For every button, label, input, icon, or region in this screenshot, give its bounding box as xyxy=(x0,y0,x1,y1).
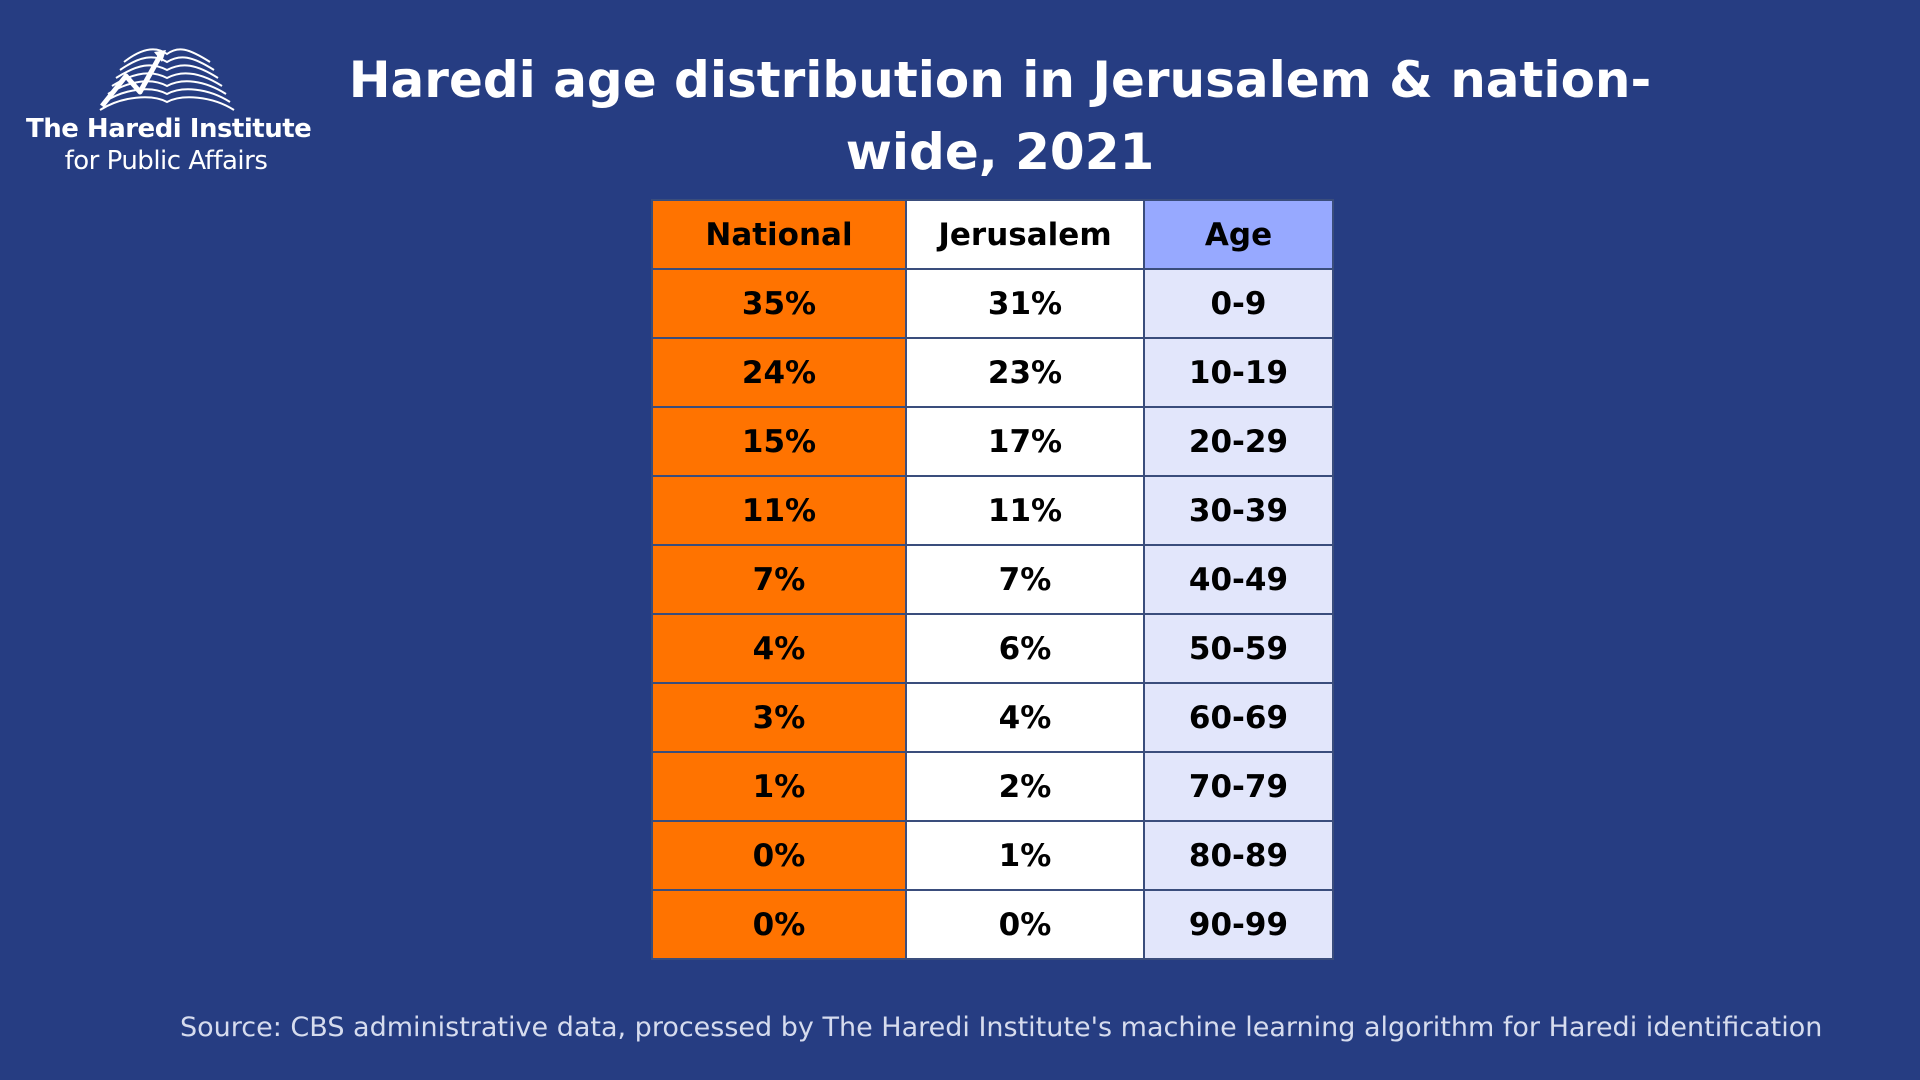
source-note: Source: CBS administrative data, process… xyxy=(180,1012,1823,1043)
institute-logo: The Haredi Institute for Public Affairs xyxy=(22,36,312,186)
national-value-cell: 4% xyxy=(651,613,907,684)
jerusalem-value-cell: 11% xyxy=(905,475,1145,546)
table-row: 3% 4% 60-69 xyxy=(651,682,1334,753)
national-value-cell: 1% xyxy=(651,751,907,822)
jerusalem-value-cell: 2% xyxy=(905,751,1145,822)
age-group-cell: 50-59 xyxy=(1143,613,1334,684)
table-row: 0% 1% 80-89 xyxy=(651,820,1334,891)
table-row: 15% 17% 20-29 xyxy=(651,406,1334,477)
national-value-cell: 0% xyxy=(651,820,907,891)
jerusalem-value-cell: 31% xyxy=(905,268,1145,339)
age-group-cell: 10-19 xyxy=(1143,337,1334,408)
age-group-cell: 90-99 xyxy=(1143,889,1334,960)
table-header-row: National Jerusalem Age xyxy=(651,199,1334,270)
jerusalem-value-cell: 1% xyxy=(905,820,1145,891)
national-value-cell: 0% xyxy=(651,889,907,960)
national-value-cell: 15% xyxy=(651,406,907,477)
jerusalem-value-cell: 6% xyxy=(905,613,1145,684)
national-value-cell: 7% xyxy=(651,544,907,615)
age-distribution-table: National Jerusalem Age 35% 31% 0-9 24% 23% 10… xyxy=(651,199,1334,960)
age-group-cell: 30-39 xyxy=(1143,475,1334,546)
header-national: National xyxy=(651,199,907,270)
table-row: 35% 31% 0-9 xyxy=(651,268,1334,339)
table-row: 0% 0% 90-99 xyxy=(651,889,1334,960)
header-age: Age xyxy=(1143,199,1334,270)
age-group-cell: 0-9 xyxy=(1143,268,1334,339)
header-jerusalem: Jerusalem xyxy=(905,199,1145,270)
age-group-cell: 60-69 xyxy=(1143,682,1334,753)
age-group-cell: 40-49 xyxy=(1143,544,1334,615)
logo-name-line1: The Haredi Institute xyxy=(26,114,312,144)
jerusalem-value-cell: 23% xyxy=(905,337,1145,408)
table-row: 24% 23% 10-19 xyxy=(651,337,1334,408)
national-value-cell: 24% xyxy=(651,337,907,408)
jerusalem-value-cell: 0% xyxy=(905,889,1145,960)
table-row: 4% 6% 50-59 xyxy=(651,613,1334,684)
jerusalem-value-cell: 17% xyxy=(905,406,1145,477)
logo-name-line2: for Public Affairs xyxy=(64,146,268,176)
age-group-cell: 70-79 xyxy=(1143,751,1334,822)
jerusalem-value-cell: 4% xyxy=(905,682,1145,753)
table-row: 1% 2% 70-79 xyxy=(651,751,1334,822)
national-value-cell: 11% xyxy=(651,475,907,546)
chart-title: Haredi age distribution in Jerusalem & n… xyxy=(348,51,1652,181)
table-row: 7% 7% 40-49 xyxy=(651,544,1334,615)
table-row: 11% 11% 30-39 xyxy=(651,475,1334,546)
table-body: 35% 31% 0-9 24% 23% 10-19 15% 17% 20-29 11% 11% 30-… xyxy=(651,268,1334,960)
open-book-chart-icon xyxy=(99,48,235,111)
jerusalem-value-cell: 7% xyxy=(905,544,1145,615)
age-group-cell: 80-89 xyxy=(1143,820,1334,891)
national-value-cell: 3% xyxy=(651,682,907,753)
national-value-cell: 35% xyxy=(651,268,907,339)
age-group-cell: 20-29 xyxy=(1143,406,1334,477)
